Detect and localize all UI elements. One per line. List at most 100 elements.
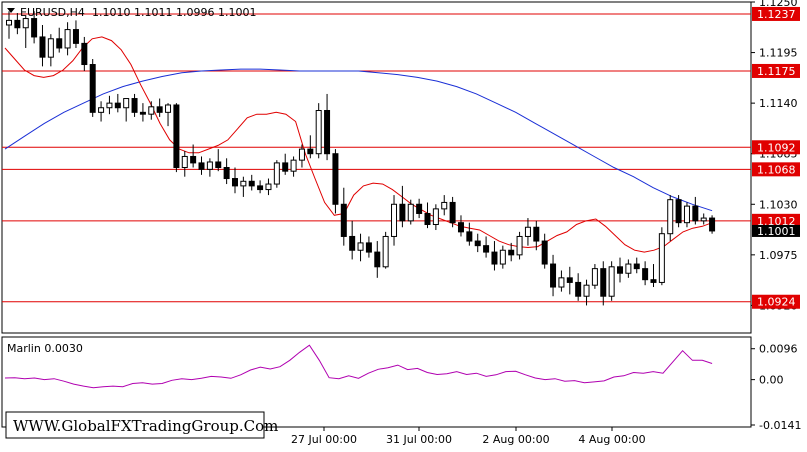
price-tick-label: 1.1250 <box>759 0 798 9</box>
level-price-tag <box>752 294 800 309</box>
candle-body <box>165 104 172 113</box>
candle-body <box>709 217 716 232</box>
candle-body <box>156 106 163 113</box>
candle-body <box>324 109 331 155</box>
candle-body <box>14 19 21 29</box>
candle-body <box>575 281 582 297</box>
candle-body <box>215 161 222 169</box>
candle-body <box>683 205 690 224</box>
candle-body <box>290 159 297 172</box>
candle-body <box>466 231 473 242</box>
indicator-axis: 0.0096 0.00 -0.0141 <box>751 343 801 432</box>
indicator-layer <box>4 344 713 389</box>
candle-body <box>181 155 188 168</box>
candle-body <box>106 102 113 109</box>
candle-body <box>22 18 29 29</box>
symbol-label: EURUSD,H4 <box>20 6 85 19</box>
time-tick-label: 4 Aug 00:00 <box>578 433 645 446</box>
candle-body <box>332 153 339 205</box>
indicator-tick-label: -0.0141 <box>759 419 801 432</box>
indicator-pane-frame <box>1 336 752 428</box>
ohlc-readout: 1.1010 1.1011 1.0996 1.1001 <box>92 6 256 19</box>
level-price-tag <box>752 6 800 21</box>
candle-body <box>64 29 71 49</box>
candle-body <box>541 240 548 265</box>
price-tick-label: 1.1195 <box>759 47 798 60</box>
candle-body <box>198 162 205 170</box>
candle-body <box>148 106 155 115</box>
level-labels: 1.1237 1.1175 1.1092 1.1068 1.1012 1.0924 1.10… <box>752 6 800 309</box>
candle-body <box>457 222 464 233</box>
candle-body <box>667 199 674 235</box>
candle-body <box>566 277 573 283</box>
time-axis: 27 Jul 00:00 31 Jul 00:00 2 Aug 00:00 4 Aug… <box>291 427 646 446</box>
level-price-tag <box>752 213 800 228</box>
price-tick-label: 1.1140 <box>759 97 798 110</box>
candle-body <box>625 263 632 274</box>
level-price-tag <box>752 162 800 177</box>
current-price-label: 1.1001 <box>757 225 796 238</box>
candle-body <box>600 268 607 297</box>
chart-menu-triangle-icon[interactable] <box>7 8 15 13</box>
candle-body <box>441 201 448 210</box>
level-price-label: 1.1012 <box>757 215 796 228</box>
candle-body <box>558 277 565 288</box>
ma-slow-line <box>4 68 713 212</box>
candle-body <box>424 212 431 226</box>
watermark-text: WWW.GlobalFXTradingGroup.Com <box>13 417 278 435</box>
candle-body <box>340 203 347 237</box>
candle-body <box>374 251 381 268</box>
candle-body <box>491 251 498 265</box>
candle-body <box>31 18 38 38</box>
candle-body <box>474 240 481 247</box>
candle-body <box>47 38 54 58</box>
price-tick-label: 1.0975 <box>759 249 798 262</box>
candle-body <box>591 268 598 286</box>
candle-body <box>617 266 624 274</box>
candle-body <box>700 217 707 222</box>
level-price-label: 1.1237 <box>757 8 796 21</box>
marlin-line <box>4 344 713 389</box>
candle-body <box>173 104 180 168</box>
candle-body <box>307 148 314 155</box>
level-price-label: 1.1175 <box>757 65 796 78</box>
level-price-label: 1.0924 <box>757 296 796 309</box>
candle-body <box>81 42 88 66</box>
candle-body <box>524 226 531 237</box>
candle-body <box>131 98 138 113</box>
candle-body <box>399 203 406 222</box>
watermark-box <box>5 411 265 439</box>
candle-body <box>223 167 230 180</box>
candle-body <box>282 162 289 172</box>
candle-body <box>432 208 439 226</box>
candle-body <box>72 29 79 44</box>
current-price-tag <box>752 224 800 237</box>
time-tick-label: 27 Jul 00:00 <box>291 433 357 446</box>
candle-body <box>298 148 305 161</box>
candle-body <box>391 203 398 237</box>
candle-body <box>240 180 247 187</box>
candle-body <box>650 279 657 283</box>
candle-body <box>550 263 557 288</box>
level-price-tag <box>752 140 800 155</box>
candle-body <box>642 268 649 281</box>
time-tick-label: 2 Aug 00:00 <box>482 433 549 446</box>
candle-body <box>248 180 255 187</box>
candle-body <box>407 203 414 222</box>
candle-body <box>658 233 665 283</box>
candle-body <box>633 263 640 270</box>
candle-body <box>39 36 46 58</box>
candle-body <box>56 38 63 49</box>
candle-body <box>98 107 105 113</box>
candle-body <box>583 284 590 297</box>
candle-body <box>6 19 12 26</box>
level-price-label: 1.1068 <box>757 163 796 176</box>
candle-body <box>273 162 280 185</box>
indicator-label: Marlin 0.0030 <box>7 342 83 355</box>
candle-body <box>357 242 364 251</box>
fast-ma-layer <box>4 36 713 253</box>
candle-body <box>449 201 456 224</box>
level-price-tag <box>752 63 800 78</box>
